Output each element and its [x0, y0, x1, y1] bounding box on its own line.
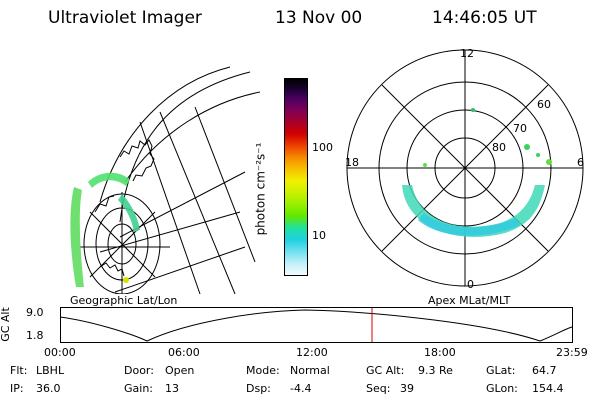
mlt-label-6: 6 — [577, 156, 584, 169]
mlat-label-70: 70 — [513, 122, 527, 135]
gcalt-label: GC Alt: — [366, 364, 405, 377]
glon-label: GLon: — [486, 382, 518, 395]
time-tick-2359: 23:59 — [556, 346, 588, 359]
dsp-value: -4.4 — [290, 382, 312, 395]
alt-axis-label: GC Alt — [0, 307, 12, 342]
seq-label: Seq: — [366, 382, 391, 395]
mlt-label-12: 12 — [460, 47, 474, 60]
ip-label: IP: — [10, 382, 24, 395]
colorbar-tick-10: 10 — [312, 229, 326, 242]
time-tick-1800: 18:00 — [424, 346, 456, 359]
alt-tick-low: 1.8 — [26, 329, 44, 342]
mode-value: Normal — [290, 364, 330, 377]
geographic-map — [70, 66, 260, 294]
time-tick-1200: 12:00 — [296, 346, 328, 359]
seq-value: 39 — [400, 382, 414, 395]
door-value: Open — [165, 364, 195, 377]
filter-value: LBHL — [36, 364, 65, 377]
gain-value: 13 — [165, 382, 179, 395]
time-label: 14:46:05 UT — [432, 8, 537, 28]
glat-label: GLat: — [486, 364, 516, 377]
glon-value: 154.4 — [532, 382, 564, 395]
door-label: Door: — [124, 364, 154, 377]
colorbar — [284, 78, 308, 276]
mlat-label-60: 60 — [537, 98, 551, 111]
glat-value: 64.7 — [532, 364, 557, 377]
time-tick-0000: 00:00 — [44, 346, 76, 359]
colorbar-tick-100: 100 — [312, 141, 333, 154]
time-tick-0600: 06:00 — [168, 346, 200, 359]
mlt-label-18: 18 — [345, 156, 359, 169]
gcalt-value: 9.3 Re — [418, 364, 453, 377]
instrument-title: Ultraviolet Imager — [48, 8, 202, 28]
ip-value: 36.0 — [36, 382, 61, 395]
mlat-label-80: 80 — [492, 141, 506, 154]
polar-map — [346, 49, 584, 287]
colorbar-unit-label: photon cm⁻²s⁻¹ — [253, 142, 268, 236]
polar-map-title: Apex MLat/MLT — [428, 294, 511, 307]
mode-label: Mode: — [246, 364, 280, 377]
dsp-label: Dsp: — [246, 382, 271, 395]
date-label: 13 Nov 00 — [275, 8, 363, 28]
filter-label: Flt: — [10, 364, 28, 377]
orbit-altitude-plot — [60, 307, 573, 343]
geo-map-title: Geographic Lat/Lon — [70, 294, 178, 307]
gain-label: Gain: — [124, 382, 153, 395]
mlt-label-0: 0 — [467, 278, 474, 291]
alt-tick-high: 9.0 — [26, 306, 44, 319]
